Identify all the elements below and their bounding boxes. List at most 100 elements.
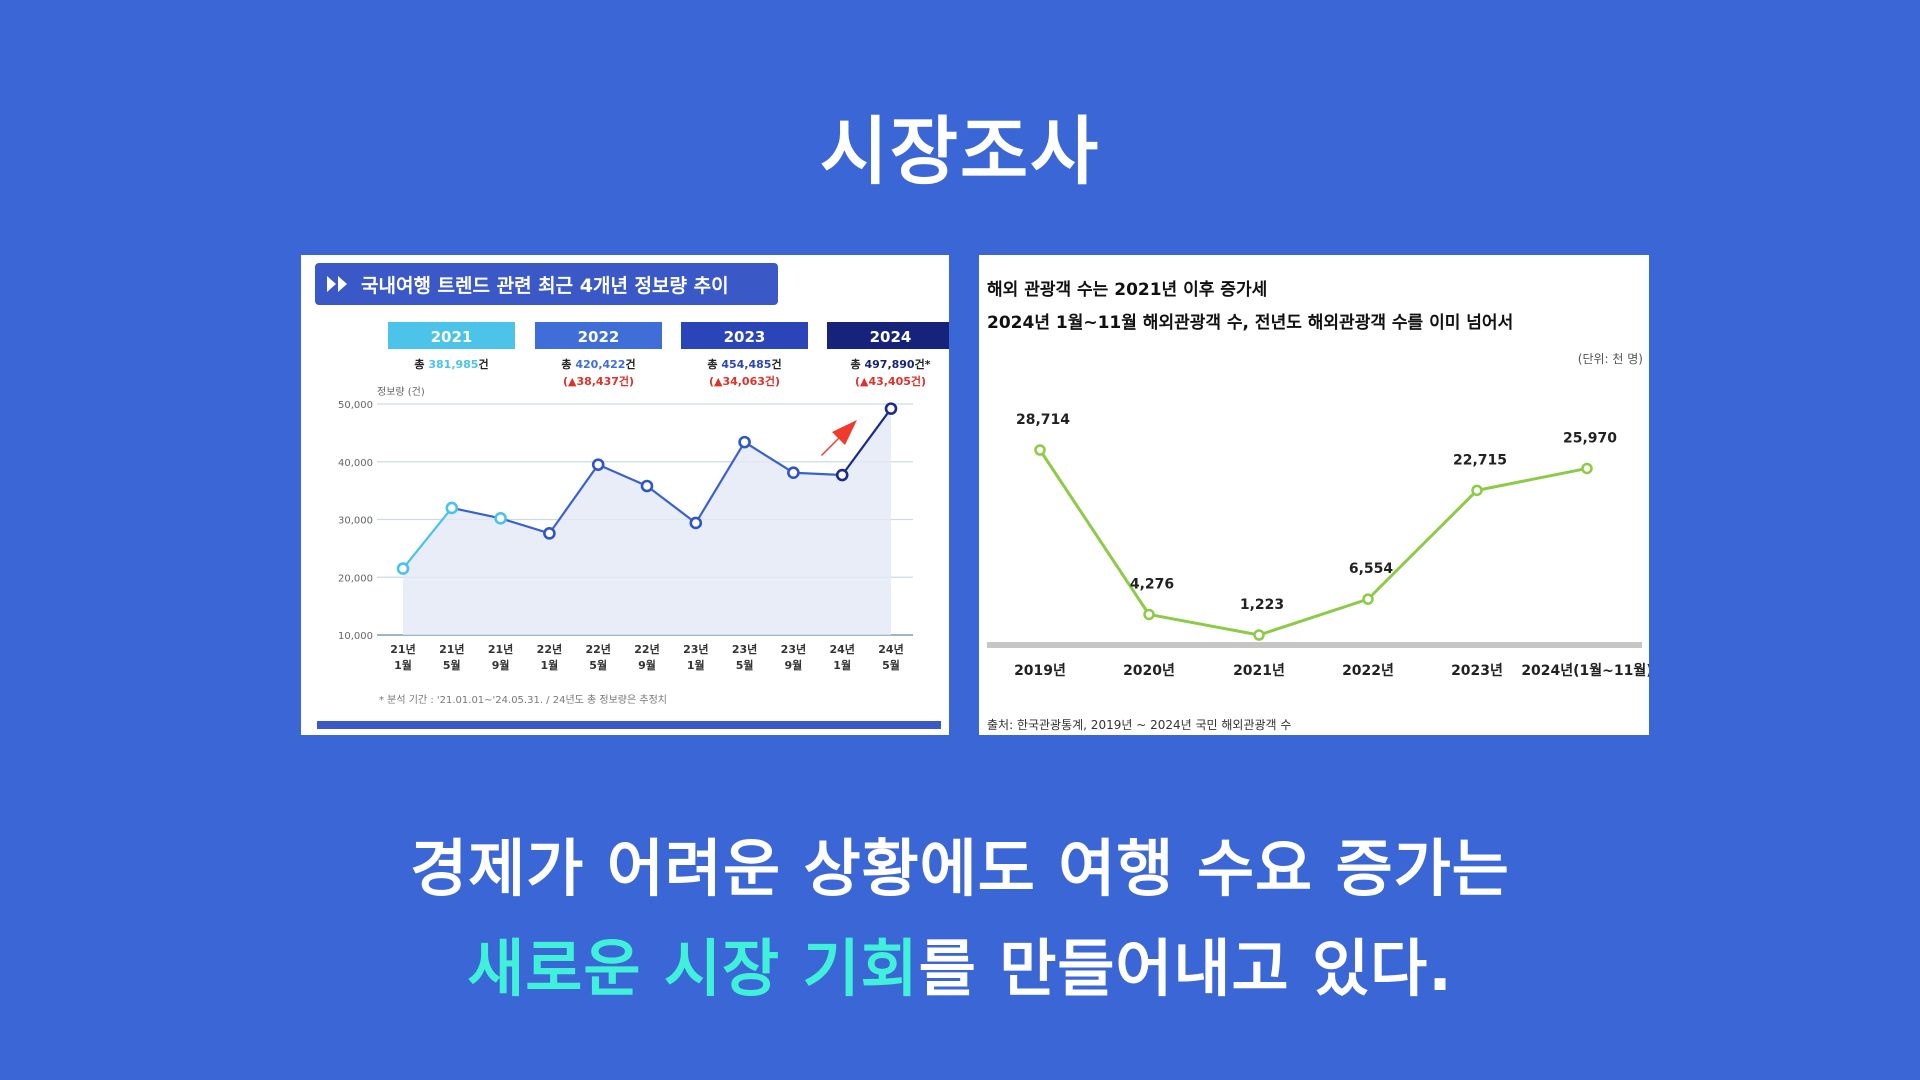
line-segment [1258, 597, 1369, 637]
x-tick-label: 1월 [687, 658, 705, 672]
data-point [543, 527, 556, 540]
x-tick-label: 22년 [537, 642, 562, 656]
data-point [738, 435, 751, 449]
right-chart-subtitle: 2024년 1월~11월 해외관광객 수, 전년도 해외관광객 수를 이미 넘어… [987, 313, 1513, 333]
line-segment [500, 517, 550, 535]
year-badge-label: 2021 [431, 328, 473, 346]
left-chart-y-ticks: 50,000 40,000 30,000 20,000 10,000 [338, 400, 373, 642]
line-segment [1366, 489, 1479, 601]
year-badge [827, 322, 949, 349]
line-segment [1476, 466, 1588, 492]
x-tick-label: 22년 [585, 642, 610, 656]
year-badge-label: 2022 [578, 328, 620, 346]
data-point [1253, 629, 1265, 641]
x-tick-label: 21년 [390, 642, 415, 656]
year-total: 총 381,985건 [414, 357, 488, 371]
line-segment [548, 464, 600, 534]
line-segment [1148, 612, 1260, 637]
data-label: 22,715 [1453, 452, 1507, 468]
x-tick-label: 1월 [541, 658, 559, 672]
x-tick-label: 21년 [439, 642, 464, 656]
left-chart-title: 국내여행 트렌드 관련 최근 4개년 정보량 추이 [361, 275, 729, 297]
left-chart-area-fill [403, 408, 891, 635]
x-tick-label: 1월 [833, 658, 851, 672]
caption-line-1: 경제가 어려운 상황에도 여행 수요 증가는 [410, 832, 1510, 905]
right-chart-source: 출처: 한국관광통계, 2019년 ~ 2024년 국민 해외관광객 수 [987, 718, 1291, 732]
x-tick-label: 5월 [736, 658, 754, 672]
data-point [1143, 608, 1155, 621]
year-change: (▲34,063건) [709, 374, 780, 388]
right-chart-points [1034, 444, 1593, 641]
caption-highlight: 새로운 시장 기회 [467, 932, 919, 1005]
line-segment [841, 407, 892, 476]
x-tick-label: 23년 [732, 642, 757, 656]
line-segment [402, 507, 453, 570]
year-badge [388, 322, 515, 349]
right-chart-unit-note: (단위: 천 명) [1578, 351, 1643, 366]
data-point [396, 562, 410, 575]
year-badge-label: 2023 [724, 328, 766, 346]
year-change: (▲43,405건) [855, 374, 926, 388]
right-chart-data-labels: 28,714 4,276 1,223 6,554 22,715 25,970 [1016, 412, 1617, 613]
data-point [787, 466, 800, 480]
right-chart-x-ticks: 2019년 2020년 2021년 2022년 2023년 2024년(1월~11월) [1014, 662, 1649, 679]
x-tick-label: 2021년 [1233, 663, 1285, 679]
slide-title: 시장조사 [819, 109, 1101, 195]
year-badge [535, 322, 662, 349]
year-change: (▲38,437건) [563, 374, 634, 388]
x-tick-label: 9월 [492, 658, 510, 672]
data-point [445, 501, 459, 515]
y-tick-label: 30,000 [338, 516, 373, 527]
x-tick-label: 24년 [829, 642, 854, 656]
x-tick-label: 9월 [785, 658, 803, 672]
right-chart-series-line [1038, 449, 1588, 637]
play-arrows-icon [327, 276, 347, 292]
year-total: 총 497,890건* [851, 357, 931, 371]
y-tick-label: 20,000 [338, 573, 373, 584]
x-tick-label: 2022년 [1342, 663, 1394, 679]
right-chart-title: 해외 관광객 수는 2021년 이후 증가세 [987, 279, 1267, 300]
left-chart-footnote: * 분석 기간 : '21.01.01~'24.05.31. / 24년도 총 … [379, 694, 667, 706]
right-chart-baseline [987, 642, 1642, 648]
line-segment [597, 463, 648, 488]
overseas-tourists-line-chart: 해외 관광객 수는 2021년 이후 증가세 2024년 1월~11월 해외관광… [987, 279, 1649, 732]
year-badge-label: 2024 [870, 328, 912, 346]
line-segment [793, 471, 843, 477]
data-point [640, 479, 654, 493]
left-chart-series-line [402, 407, 892, 570]
left-chart-points [396, 402, 898, 575]
data-label: 1,223 [1240, 597, 1284, 613]
line-segment [451, 506, 501, 520]
left-chart-ylabel: 정보량 (건) [377, 386, 425, 398]
data-point [1362, 593, 1374, 605]
line-segment [646, 485, 697, 524]
data-point [591, 458, 605, 471]
y-tick-label: 40,000 [338, 458, 373, 469]
left-chart-x-ticks: 21년 1월 21년 5월 21년 9월 22년 1월 22년 5월 22년 9월 23년 1월 23년 5월… [390, 642, 903, 672]
y-tick-label: 50,000 [338, 400, 373, 411]
data-point [494, 512, 507, 525]
data-point [1034, 444, 1046, 456]
x-tick-label: 1월 [394, 658, 412, 672]
x-tick-label: 2019년 [1014, 663, 1066, 679]
left-chart-panel: 국내여행 트렌드 관련 최근 4개년 정보량 추이 2021 총 381,985건… [301, 255, 949, 735]
x-tick-label: 21년 [488, 642, 513, 656]
y-tick-label: 10,000 [338, 631, 373, 642]
year-total: 총 420,422건 [561, 357, 635, 371]
x-tick-label: 23년 [683, 642, 708, 656]
x-tick-label: 2024년(1월~11월) [1521, 662, 1649, 679]
line-segment [1038, 449, 1151, 616]
year-total: 총 454,485건 [707, 357, 781, 371]
data-label: 25,970 [1563, 430, 1617, 446]
x-tick-label: 5월 [589, 658, 607, 672]
data-label: 4,276 [1130, 576, 1174, 592]
left-chart-bottom-bar [317, 721, 941, 729]
data-point [689, 516, 703, 530]
domestic-travel-line-chart: 국내여행 트렌드 관련 최근 4개년 정보량 추이 2021 총 381,985건… [315, 263, 949, 729]
data-point [1471, 484, 1483, 497]
line-segment [744, 441, 794, 474]
year-badges: 2021 총 381,985건 2022 총 420,422건 (▲38,437건) 20… [388, 322, 949, 388]
caption-rest: 를 만들어내고 있다. [918, 932, 1453, 1005]
year-badge [681, 322, 808, 349]
x-tick-label: 9월 [638, 658, 656, 672]
